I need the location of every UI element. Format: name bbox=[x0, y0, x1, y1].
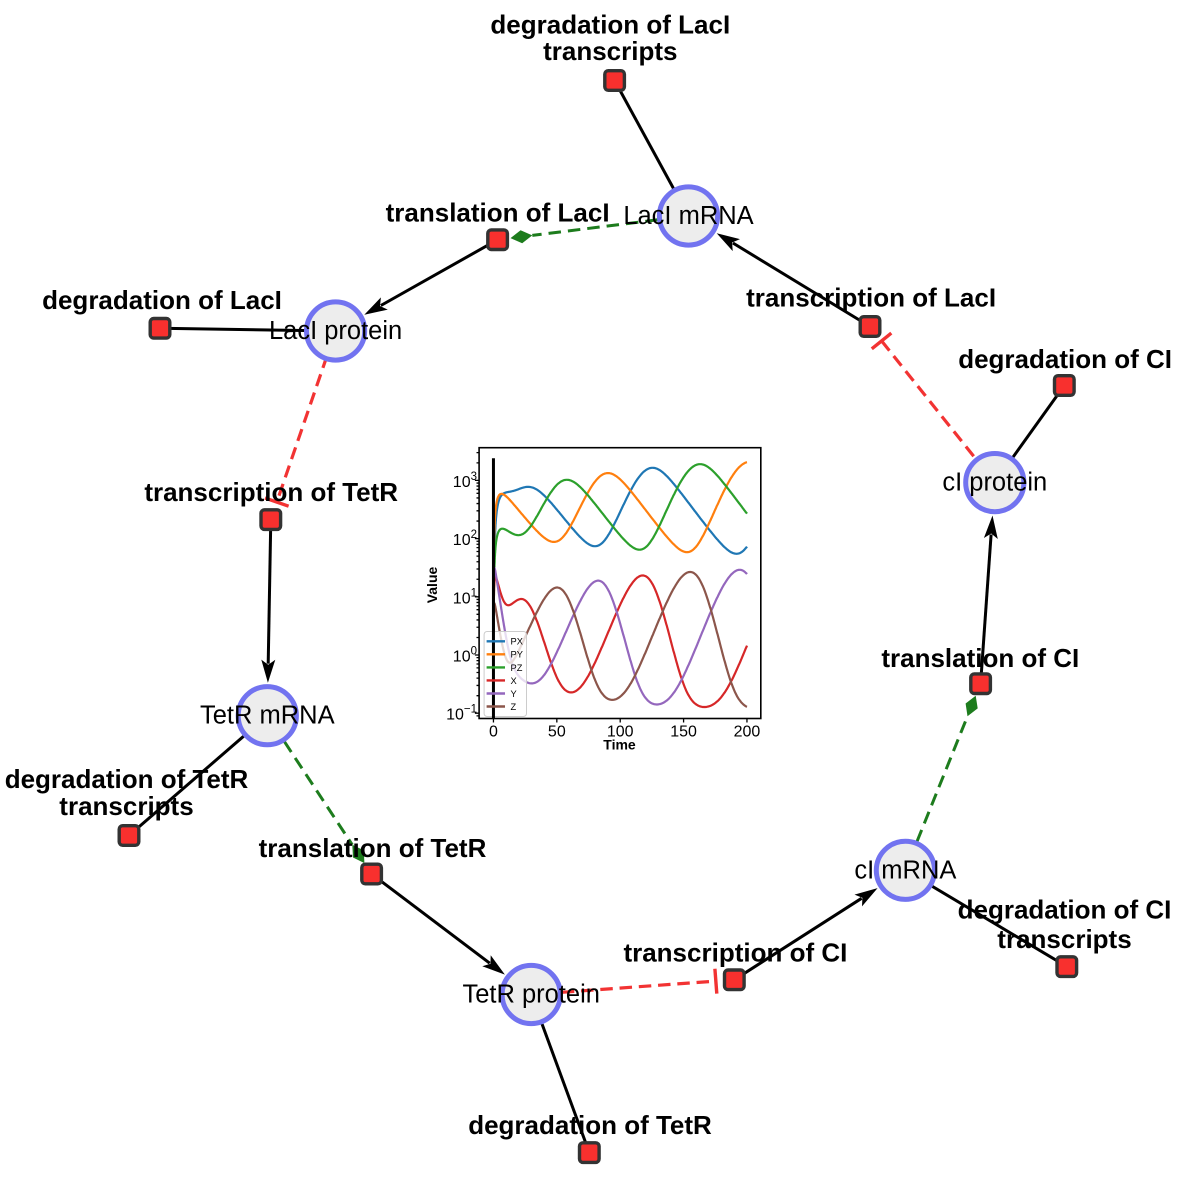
svg-text:100: 100 bbox=[607, 724, 634, 741]
svg-text:cI mRNA: cI mRNA bbox=[854, 856, 956, 884]
svg-text:degradation of CI: degradation of CI bbox=[958, 344, 1172, 374]
svg-text:PZ: PZ bbox=[511, 663, 523, 673]
svg-text:degradation of TetR: degradation of TetR bbox=[5, 764, 249, 794]
svg-text:0: 0 bbox=[489, 724, 498, 741]
svg-text:transcripts: transcripts bbox=[59, 791, 193, 821]
svg-text:50: 50 bbox=[548, 724, 566, 741]
svg-text:degradation of LacI: degradation of LacI bbox=[490, 10, 730, 40]
svg-text:Y: Y bbox=[511, 689, 517, 699]
svg-text:transcription of LacI: transcription of LacI bbox=[746, 283, 996, 313]
svg-text:degradation of CI: degradation of CI bbox=[958, 895, 1172, 925]
svg-text:Time: Time bbox=[603, 737, 636, 753]
svg-text:TetR mRNA: TetR mRNA bbox=[200, 702, 335, 730]
svg-text:X: X bbox=[511, 676, 517, 686]
svg-text:translation of LacI: translation of LacI bbox=[386, 198, 610, 228]
svg-text:translation of CI: translation of CI bbox=[881, 643, 1079, 673]
svg-text:PY: PY bbox=[511, 650, 523, 660]
svg-text:transcription of TetR: transcription of TetR bbox=[144, 477, 398, 507]
svg-text:degradation of TetR: degradation of TetR bbox=[468, 1110, 712, 1140]
svg-text:Value: Value bbox=[424, 567, 440, 604]
svg-text:translation of TetR: translation of TetR bbox=[259, 833, 487, 863]
svg-text:TetR protein: TetR protein bbox=[462, 981, 600, 1009]
svg-text:LacI protein: LacI protein bbox=[269, 317, 402, 345]
svg-text:cI protein: cI protein bbox=[942, 469, 1047, 497]
svg-text:degradation of LacI: degradation of LacI bbox=[42, 285, 282, 315]
svg-text:transcription of CI: transcription of CI bbox=[623, 937, 847, 967]
svg-text:transcripts: transcripts bbox=[997, 924, 1131, 954]
svg-text:PX: PX bbox=[511, 637, 523, 647]
svg-text:transcripts: transcripts bbox=[543, 36, 677, 66]
svg-text:Z: Z bbox=[511, 702, 517, 712]
svg-text:200: 200 bbox=[734, 724, 761, 741]
svg-text:150: 150 bbox=[670, 724, 697, 741]
svg-text:LacI mRNA: LacI mRNA bbox=[623, 202, 753, 230]
